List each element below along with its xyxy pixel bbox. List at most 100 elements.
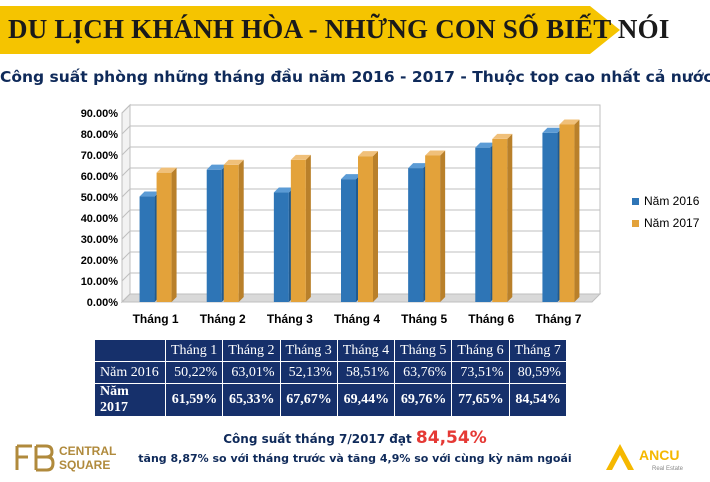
table-cell: 84,54%	[508, 383, 567, 417]
bar-2016	[542, 132, 558, 302]
table-header-cell: Tháng 6	[451, 339, 510, 362]
bar-2016	[475, 147, 491, 302]
table-header-cell: Tháng 7	[508, 339, 567, 362]
bar-top-2016	[475, 142, 496, 148]
bar-side-2017	[507, 133, 513, 302]
gridline	[121, 104, 600, 114]
table-cell: 69,76%	[394, 383, 453, 417]
bar-side-2017	[305, 154, 311, 302]
central-square-logo-graphic: CENTRAL SQUARE	[15, 444, 116, 472]
x-tick-label: Tháng 3	[267, 312, 313, 326]
bar-top-2016	[341, 174, 361, 180]
bar-top-2017	[425, 150, 446, 156]
x-tick-label: Tháng 1	[133, 312, 179, 326]
table-cell: 69,44%	[336, 383, 396, 417]
bar-2017	[290, 159, 306, 302]
footer-highlight-text: Công suất tháng 7/2017 đạt	[223, 432, 412, 446]
bar-2016	[139, 196, 155, 302]
y-tick-label: 70.00%	[81, 150, 119, 162]
legend-swatch-2017	[632, 219, 639, 227]
x-tick-label: Tháng 5	[401, 312, 447, 326]
bar-side-2017	[373, 151, 378, 302]
table-cell: 80,59%	[508, 361, 567, 384]
bar-2017	[156, 172, 172, 302]
table-cell: 50,22%	[164, 361, 224, 384]
table-cell: 63,01%	[222, 361, 281, 384]
legend-swatch-2016	[632, 197, 639, 205]
bar-2016	[206, 169, 222, 302]
y-tick-label: 0.00%	[87, 297, 118, 309]
data-table: Tháng 1 Tháng 2 Tháng 3 Tháng 4 Tháng 5 …	[94, 339, 567, 417]
banner-shape	[0, 6, 620, 54]
logo-text-ancu: ANCU	[639, 447, 679, 463]
footer-highlight: Công suất tháng 7/2017 đạt 84,54%	[0, 428, 710, 448]
bar-top-2016	[139, 191, 160, 197]
legend-item-2016: Năm 2016	[632, 190, 699, 212]
ancu-logo: ANCU Real Estate	[604, 440, 704, 474]
footer-highlight-value: 84,54%	[415, 428, 487, 448]
bar-2017	[223, 164, 239, 302]
table-row-2016: Năm 2016 50,22% 63,01% 52,13% 58,51% 63,…	[94, 361, 567, 384]
bar-top-2016	[542, 127, 563, 133]
y-tick-label: 80.00%	[81, 129, 119, 141]
bar-top-2016	[206, 164, 227, 170]
chart-legend: Năm 2016 Năm 2017	[632, 190, 699, 234]
y-tick-label: 40.00%	[81, 213, 119, 225]
legend-label-2016: Năm 2016	[644, 194, 700, 208]
banner-title: DU LỊCH KHÁNH HÒA - NHỮNG CON SỐ BIẾT NÓ…	[8, 14, 670, 44]
title-banner: DU LỊCH KHÁNH HÒA - NHỮNG CON SỐ BIẾT NÓ…	[0, 6, 669, 54]
bar-side-2017	[171, 167, 177, 302]
gridline	[121, 125, 600, 135]
table-row-2017: Năm 2017 61,59% 65,33% 67,67% 69,44% 69,…	[94, 383, 567, 417]
table-header-row: Tháng 1 Tháng 2 Tháng 3 Tháng 4 Tháng 5 …	[94, 339, 567, 362]
y-tick-label: 10.00%	[81, 276, 119, 288]
logo-text-central: CENTRAL	[59, 444, 116, 458]
table-cell: 67,67%	[279, 383, 338, 417]
logo-text-realestate: Real Estate	[652, 466, 684, 472]
table-header-cell: Tháng 4	[336, 339, 396, 362]
bar-2016	[408, 168, 424, 302]
table-row-label: Năm 2016	[94, 361, 166, 384]
chart-side-wall	[121, 103, 131, 304]
bar-2017	[492, 138, 508, 302]
bar-top-2017	[290, 154, 311, 160]
y-tick-label: 60.00%	[81, 171, 119, 183]
y-tick-label: 20.00%	[81, 255, 119, 267]
legend-item-2017: Năm 2017	[632, 212, 699, 234]
bar-2016	[273, 192, 289, 302]
bar-chart: 0.00% 10.00% 20.00% 30.00% 40.00% 50.00% 60.00…	[81, 103, 602, 326]
table-cell: 63,76%	[394, 361, 453, 384]
bar-side-2017	[574, 119, 580, 302]
table-header-cell: Tháng 1	[164, 339, 224, 362]
x-tick-label: Tháng 4	[334, 312, 380, 326]
y-tick-label: 30.00%	[81, 234, 119, 246]
table-cell: 73,51%	[451, 361, 510, 384]
table-cell: 52,13%	[279, 361, 338, 384]
bar-2017	[425, 155, 441, 302]
ancu-logo-graphic: ANCU Real Estate	[606, 444, 684, 472]
bar-top-2016	[408, 163, 429, 169]
x-tick-label: Tháng 7	[535, 312, 581, 326]
bar-top-2016	[273, 187, 294, 193]
bar-2016	[341, 179, 356, 302]
x-tick-label: Tháng 2	[200, 312, 246, 326]
bar-top-2017	[156, 167, 177, 173]
gridline	[121, 146, 600, 156]
footer-note: tăng 8,87% so với tháng trước và tăng 4,…	[138, 452, 572, 465]
bar-2017	[559, 124, 575, 302]
table-header-cell	[94, 339, 166, 362]
table-cell: 65,33%	[222, 383, 281, 417]
chart-title: Công suất phòng những tháng đầu năm 2016…	[0, 68, 710, 86]
bar-2017	[358, 156, 373, 302]
bar-top-2017	[492, 133, 513, 139]
central-square-logo: CENTRAL SQUARE	[14, 440, 124, 474]
table-header-cell: Tháng 2	[222, 339, 281, 362]
bar-top-2017	[223, 159, 244, 165]
bar-side-2017	[238, 159, 244, 302]
y-tick-label: 90.00%	[81, 108, 119, 120]
table-cell: 77,65%	[451, 383, 510, 417]
bar-top-2017	[358, 151, 378, 157]
table-row-label: Năm 2017	[94, 383, 166, 417]
x-tick-label: Tháng 6	[468, 312, 514, 326]
table-cell: 61,59%	[164, 383, 224, 417]
